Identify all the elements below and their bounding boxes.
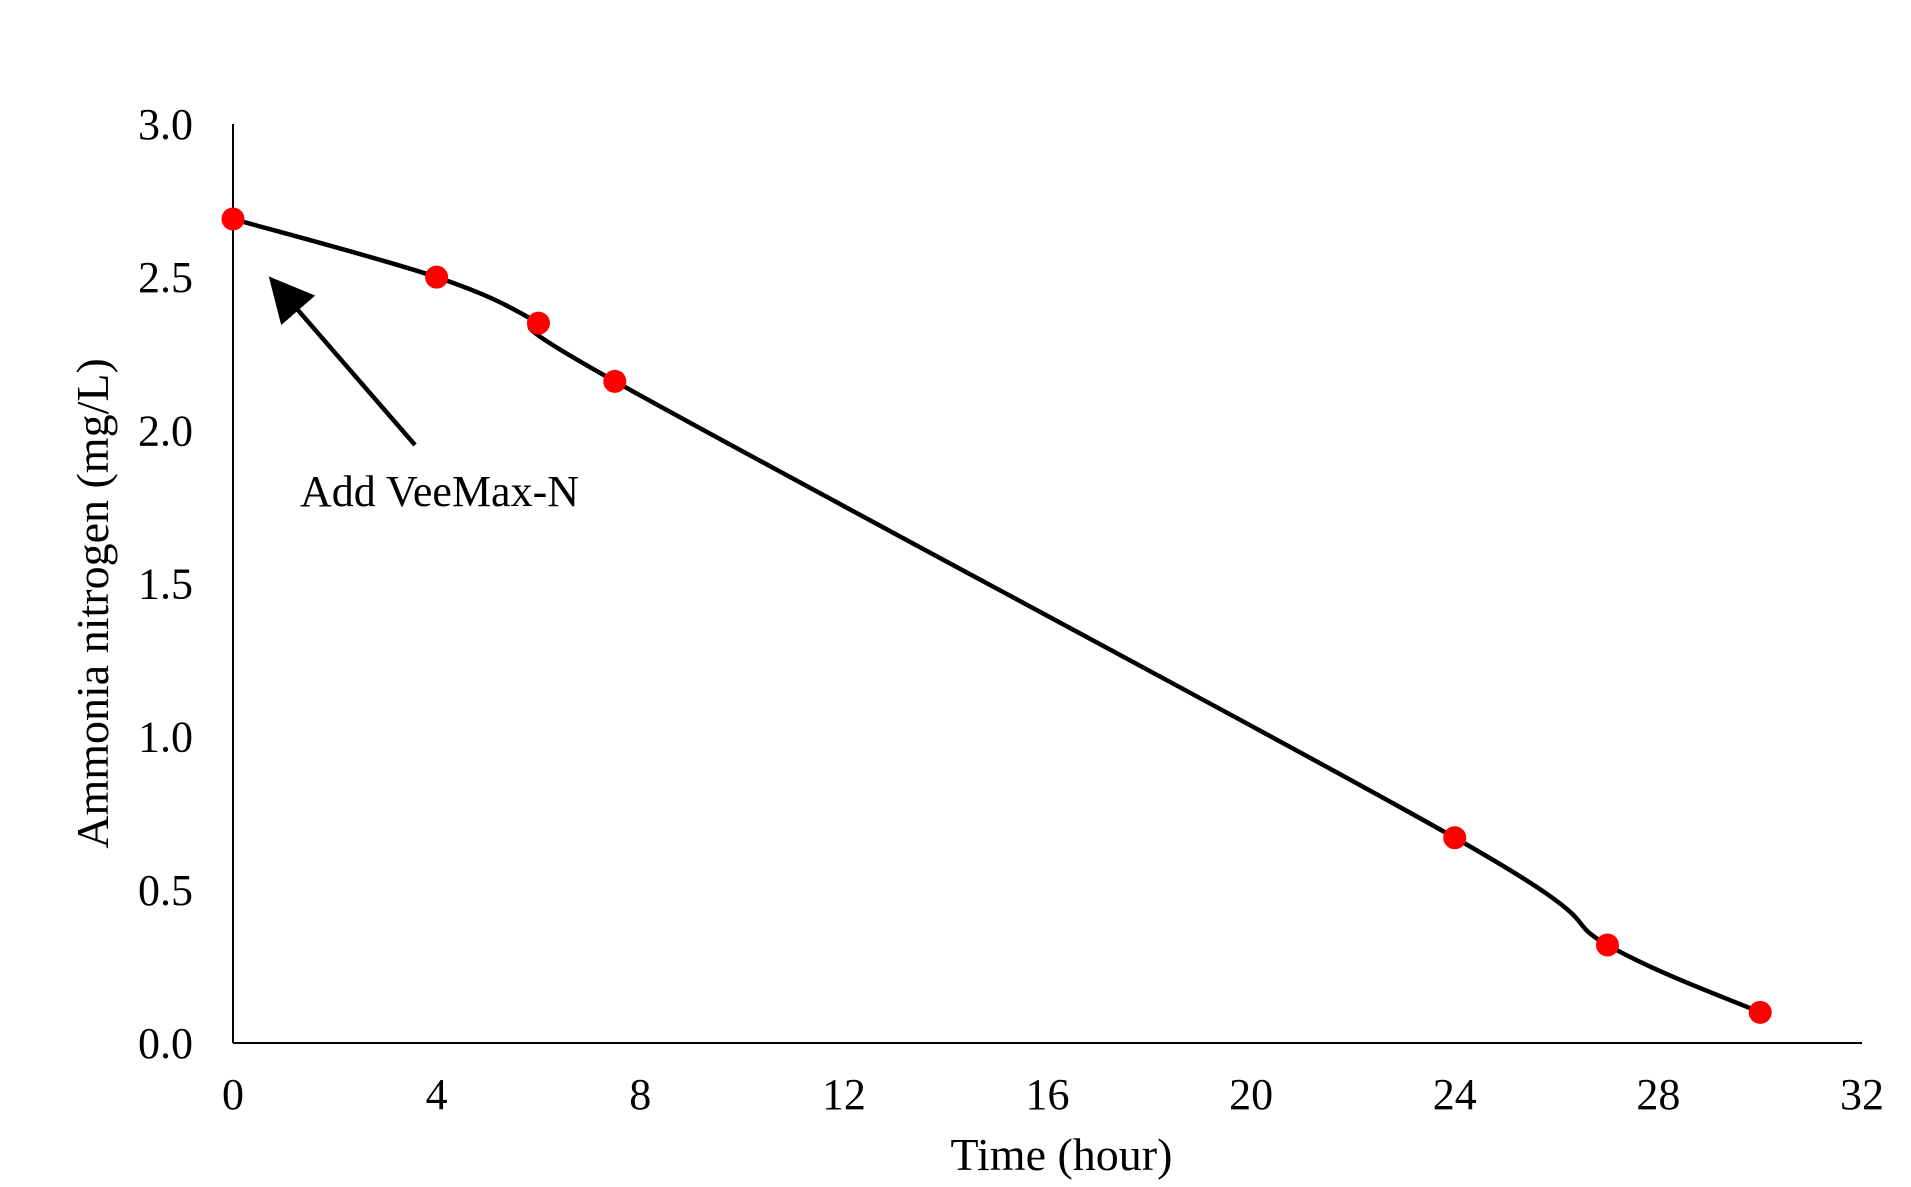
axis-titles: Time (hour) Ammonia nitrogen (mg/L) xyxy=(67,358,1172,1180)
y-tick-label: 1.0 xyxy=(138,713,193,762)
y-tick-label: 3.0 xyxy=(138,100,193,149)
data-point xyxy=(526,311,550,335)
series-line xyxy=(232,216,1762,1015)
x-tick-label: 8 xyxy=(629,1070,651,1119)
x-tick-label: 20 xyxy=(1229,1070,1273,1119)
y-tick-label: 0.0 xyxy=(138,1019,193,1068)
y-axis-title: Ammonia nitrogen (mg/L) xyxy=(67,358,118,849)
x-tick-label: 4 xyxy=(426,1070,448,1119)
data-point xyxy=(1595,933,1619,957)
x-tick-label: 16 xyxy=(1026,1070,1070,1119)
data-point xyxy=(425,265,449,289)
data-point xyxy=(221,207,245,231)
data-point xyxy=(603,369,627,393)
tick-labels: 0 4 8 12 16 20 24 28 32 0.0 0.5 1.0 1.5 2.0 2.5 3.0 xyxy=(138,100,1884,1119)
x-tick-label: 32 xyxy=(1840,1070,1884,1119)
axes xyxy=(232,124,1862,1044)
annotations: Add VeeMax-N xyxy=(268,276,579,516)
series xyxy=(221,207,1772,1024)
x-tick-label: 28 xyxy=(1636,1070,1680,1119)
annotation-arrow xyxy=(268,276,417,447)
x-tick-label: 12 xyxy=(822,1070,866,1119)
data-point xyxy=(1443,826,1467,850)
x-tick-label: 24 xyxy=(1433,1070,1477,1119)
y-tick-label: 1.5 xyxy=(138,560,193,609)
x-tick-label: 0 xyxy=(222,1070,244,1119)
y-tick-label: 2.0 xyxy=(138,406,193,455)
data-point xyxy=(1748,1000,1772,1024)
y-tick-label: 0.5 xyxy=(138,866,193,915)
y-tick-label: 2.5 xyxy=(138,253,193,302)
x-axis-title: Time (hour) xyxy=(951,1129,1173,1180)
annotation-label: Add VeeMax-N xyxy=(300,467,579,516)
